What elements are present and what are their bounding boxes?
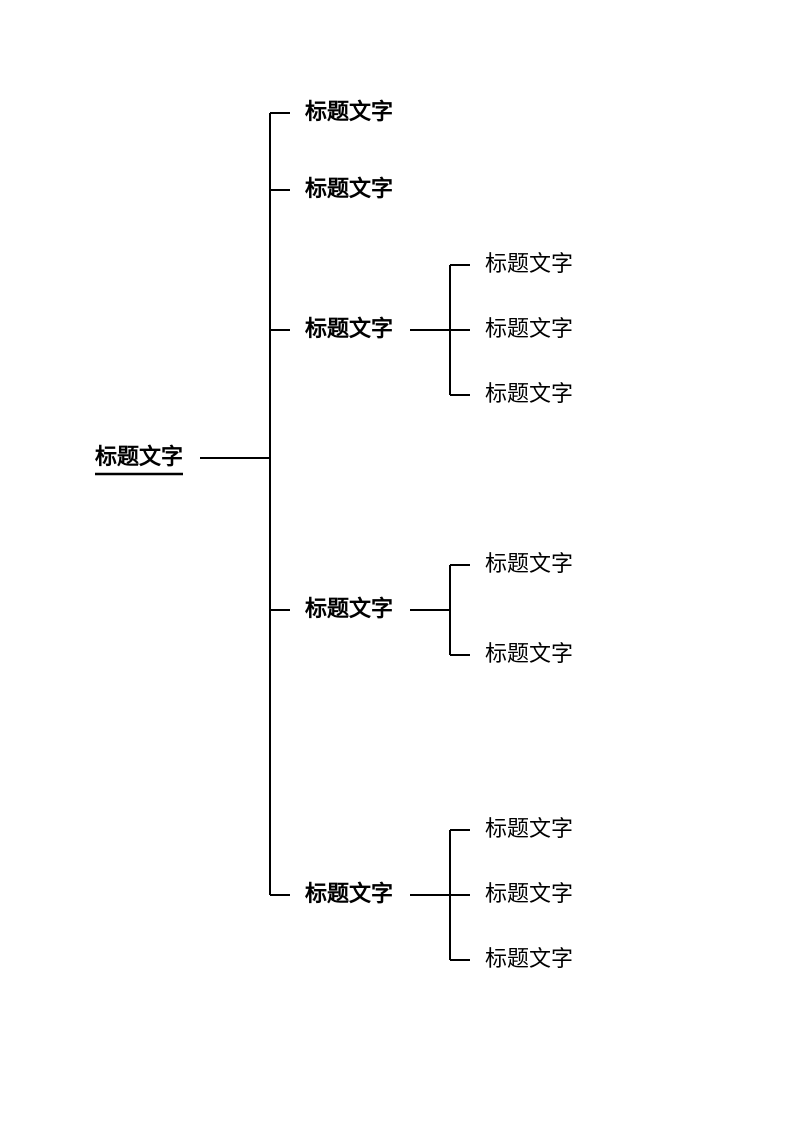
leaf-node-label: 标题文字 xyxy=(485,381,573,406)
leaf-node-label: 标题文字 xyxy=(485,316,573,341)
leaf-node-label: 标题文字 xyxy=(485,881,573,906)
branch-node-label: 标题文字 xyxy=(305,176,393,201)
branch-node-label: 标题文字 xyxy=(305,316,393,341)
leaf-node-label: 标题文字 xyxy=(485,816,573,841)
tree-diagram: 标题文字标题文字标题文字标题文字标题文字标题文字标题文字标题文字标题文字标题文字… xyxy=(0,0,793,1122)
branch-node-label: 标题文字 xyxy=(305,881,393,906)
leaf-node-label: 标题文字 xyxy=(485,551,573,576)
leaf-node-label: 标题文字 xyxy=(485,641,573,666)
branch-node-label: 标题文字 xyxy=(305,596,393,621)
root-node-label: 标题文字 xyxy=(95,444,183,469)
branch-node-label: 标题文字 xyxy=(305,99,393,124)
leaf-node-label: 标题文字 xyxy=(485,946,573,971)
leaf-node-label: 标题文字 xyxy=(485,251,573,276)
